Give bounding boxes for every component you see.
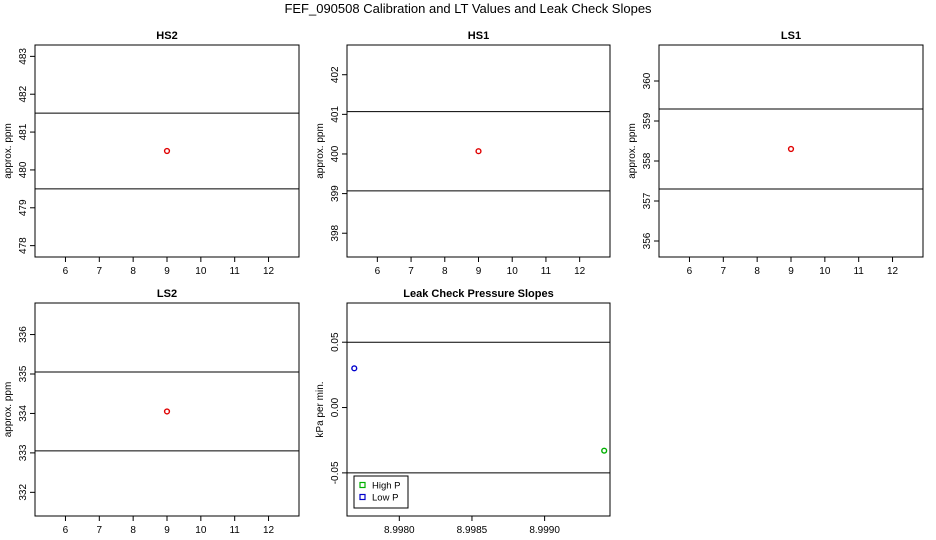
panel-5-xtick-label: 8.9990 [529,525,560,536]
panel-2-xtick-label: 12 [574,266,586,277]
panel-4-ytick-label: 334 [18,405,29,422]
panel-5-legend [353,475,409,509]
panel-4-xtick-label: 6 [63,525,69,536]
panel-1-ytick-label: 481 [18,123,29,140]
panel-3-xtick-label: 11 [853,266,864,277]
panel-1-ytick-label: 482 [18,85,29,102]
panel-2-ytick-label: 401 [330,106,341,123]
panel-3-ytick-label: 359 [642,112,653,129]
panel-2-xtick-label: 8 [442,266,448,277]
panel-4-ytick-label: 332 [18,484,29,501]
panel-4-ytick-label: 333 [18,444,29,461]
panel-3-data-point [787,145,795,153]
panel-2-xtick-label: 11 [541,266,552,277]
panel-3-xtick-label: 10 [819,266,831,277]
panel-2-ytick-label: 402 [330,66,341,83]
panel-4-ytick-label: 335 [18,365,29,382]
panel-1-ytick-label: 480 [18,161,29,178]
panel-5-title: Leak Check Pressure Slopes [403,288,553,300]
panel-4-ylabel: approx. ppm [3,382,14,438]
panel-4-ytick-label: 336 [18,326,29,343]
panel-5-ytick-label: 0.05 [330,332,341,352]
panel-4-data-point [163,408,171,415]
panel-3-ytick-label: 356 [642,232,653,249]
panel-2-ytick-label: 399 [330,185,341,202]
panel-1-xtick-label: 11 [229,266,240,277]
panel-1-ytick-label: 479 [18,199,29,216]
panel-1-xtick-label: 7 [97,266,103,277]
panel-5-data-point [601,447,608,454]
panel-1-xtick-label: 8 [130,266,136,277]
panel-2-xtick-label: 9 [476,266,482,277]
panel-3-ytick-label: 357 [642,192,653,209]
panel-1-frame [34,44,300,258]
panel-4-xtick-label: 12 [263,525,275,536]
panel-4-xtick-label: 8 [130,525,136,536]
panel-1-xtick-label: 9 [164,266,170,277]
panel-5-legend-label: High P [372,481,401,492]
panel-3-ytick-label: 358 [642,152,653,169]
panel-3-xtick-label: 9 [788,266,794,277]
panel-2-frame [346,44,611,258]
panel-3-ytick-label: 360 [642,72,653,89]
panel-3-ylabel: approx. ppm [627,123,638,179]
panel-1-xtick-label: 12 [263,266,275,277]
panel-2-ytick-label: 398 [330,224,341,241]
panel-3-xtick-label: 6 [687,266,693,277]
panel-1-xtick-label: 10 [195,266,207,277]
panel-5-ytick-label: 0.00 [330,397,341,417]
panel-2-xtick-label: 7 [408,266,414,277]
panel-2-title: HS1 [468,30,489,42]
panel-2-ylabel: approx. ppm [315,123,326,179]
panel-3-title: LS1 [781,30,801,42]
panel-5-ylabel: kPa per min. [315,381,326,437]
panel-4-xtick-label: 10 [195,525,207,536]
panel-1-ytick-label: 483 [18,48,29,65]
panel-2-xtick-label: 6 [375,266,381,277]
panel-1-ytick-label: 478 [18,237,29,254]
panel-4-xtick-label: 11 [229,525,240,536]
figure-title: FEF_090508 Calibration and LT Values and… [284,1,652,16]
panel-4-xtick-label: 9 [164,525,170,536]
panel-4-title: LS2 [157,288,177,300]
panel-1-xtick-label: 6 [63,266,69,277]
panel-5-frame [346,302,611,517]
panel-3-xtick-label: 12 [887,266,899,277]
panel-1-data-point [163,147,171,155]
panel-5-data-point [351,365,358,372]
panel-2-data-point [475,148,482,155]
panel-4-xtick-label: 7 [97,525,103,536]
panel-5-xtick-label: 8.9980 [384,525,415,536]
panel-5-xtick-label: 8.9985 [457,525,488,536]
panel-3-xtick-label: 7 [721,266,727,277]
panel-2-ytick-label: 400 [330,145,341,162]
panel-5-legend-label: Low P [372,493,398,504]
panel-2-xtick-label: 10 [507,266,519,277]
panel-3-xtick-label: 8 [754,266,760,277]
panel-5-ytick-label: -0.05 [330,461,341,484]
panel-5-legend-marker [359,481,366,489]
panel-5-legend-marker [359,493,366,501]
panel-1-title: HS2 [156,30,177,42]
panel-1-ylabel: approx. ppm [3,123,14,179]
